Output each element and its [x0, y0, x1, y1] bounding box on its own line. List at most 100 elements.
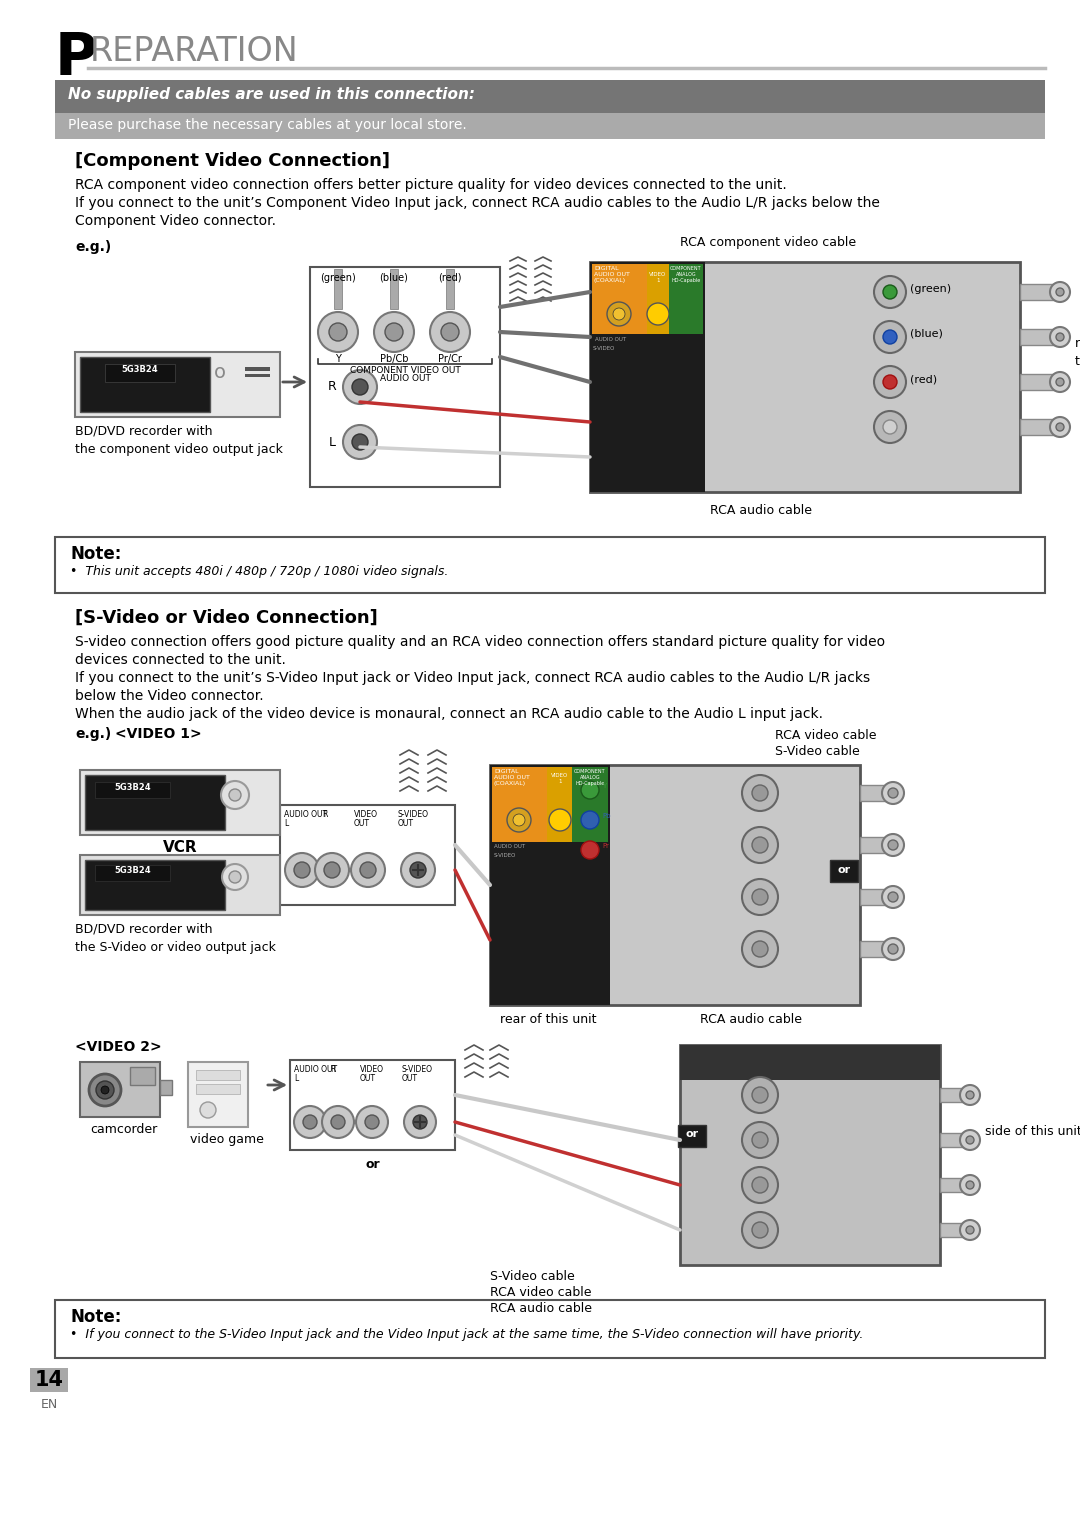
Text: VIDEO: VIDEO: [360, 1064, 384, 1073]
FancyBboxPatch shape: [95, 782, 170, 799]
Text: L: L: [284, 818, 288, 828]
FancyBboxPatch shape: [130, 1067, 156, 1086]
FancyBboxPatch shape: [80, 1061, 160, 1116]
Circle shape: [374, 312, 414, 353]
Text: COMPONENT
ANALOG
HD-Capable: COMPONENT ANALOG HD-Capable: [575, 770, 606, 786]
Circle shape: [343, 425, 377, 460]
Text: e.g.): e.g.): [75, 240, 111, 253]
Circle shape: [888, 944, 897, 954]
Text: If you connect to the unit’s Component Video Input jack, connect RCA audio cable: If you connect to the unit’s Component V…: [75, 195, 880, 211]
Circle shape: [351, 854, 384, 887]
FancyBboxPatch shape: [546, 767, 572, 841]
Circle shape: [752, 889, 768, 906]
Circle shape: [607, 302, 631, 325]
Text: REPARATION: REPARATION: [90, 35, 299, 69]
Circle shape: [1050, 327, 1070, 347]
Text: Please purchase the necessary cables at your local store.: Please purchase the necessary cables at …: [68, 118, 467, 131]
Circle shape: [1056, 379, 1064, 386]
Text: VIDEO
1: VIDEO 1: [552, 773, 569, 785]
Circle shape: [200, 1102, 216, 1118]
Circle shape: [1056, 423, 1064, 431]
Circle shape: [322, 1106, 354, 1138]
Circle shape: [742, 776, 778, 811]
Circle shape: [294, 1106, 326, 1138]
Text: (green): (green): [320, 273, 356, 282]
Text: DIGITAL
AUDIO OUT
(COAXIAL): DIGITAL AUDIO OUT (COAXIAL): [594, 266, 630, 284]
Text: rear of this unit: rear of this unit: [500, 1012, 596, 1026]
Circle shape: [960, 1220, 980, 1240]
Text: Note:: Note:: [70, 1309, 121, 1325]
FancyBboxPatch shape: [55, 1299, 1045, 1358]
Circle shape: [581, 811, 599, 829]
Circle shape: [752, 785, 768, 802]
FancyBboxPatch shape: [95, 864, 170, 881]
Text: VCR: VCR: [163, 840, 198, 855]
Text: L: L: [294, 1073, 298, 1083]
FancyBboxPatch shape: [860, 785, 888, 802]
Text: AUDIO OUT: AUDIO OUT: [494, 844, 525, 849]
Circle shape: [441, 324, 459, 341]
Circle shape: [888, 892, 897, 902]
Circle shape: [365, 1115, 379, 1128]
Circle shape: [318, 312, 357, 353]
FancyBboxPatch shape: [334, 269, 342, 308]
Text: •  If you connect to the S-Video Input jack and the Video Input jack at the same: • If you connect to the S-Video Input ja…: [70, 1328, 863, 1341]
Text: OUT: OUT: [402, 1073, 418, 1083]
Text: camcorder: camcorder: [90, 1122, 158, 1136]
FancyBboxPatch shape: [55, 79, 1045, 113]
Circle shape: [384, 324, 403, 341]
Text: VIDEO: VIDEO: [354, 809, 378, 818]
Circle shape: [960, 1130, 980, 1150]
Text: BD/DVD recorder with
the S-Video or video output jack: BD/DVD recorder with the S-Video or vide…: [75, 922, 275, 954]
FancyBboxPatch shape: [245, 374, 270, 377]
Text: S-VIDEO: S-VIDEO: [593, 347, 616, 351]
Text: EN: EN: [40, 1399, 57, 1411]
FancyBboxPatch shape: [80, 357, 210, 412]
FancyBboxPatch shape: [1020, 328, 1055, 345]
Text: RCA component video connection offers better picture quality for video devices c: RCA component video connection offers be…: [75, 179, 786, 192]
Circle shape: [581, 780, 599, 799]
Circle shape: [330, 1115, 345, 1128]
Circle shape: [294, 863, 310, 878]
Text: AUDIO OUT: AUDIO OUT: [294, 1064, 337, 1073]
FancyBboxPatch shape: [80, 855, 280, 915]
Circle shape: [329, 324, 347, 341]
FancyBboxPatch shape: [75, 353, 280, 417]
Circle shape: [742, 1167, 778, 1203]
FancyBboxPatch shape: [291, 1060, 455, 1150]
Text: Pr: Pr: [602, 843, 609, 849]
FancyBboxPatch shape: [490, 765, 860, 1005]
Circle shape: [882, 834, 904, 857]
FancyBboxPatch shape: [592, 264, 647, 334]
Text: or: or: [686, 1128, 699, 1139]
Text: Pr/Cr: Pr/Cr: [438, 354, 462, 363]
FancyBboxPatch shape: [390, 269, 399, 308]
Text: Y: Y: [335, 354, 341, 363]
Text: OUT: OUT: [354, 818, 370, 828]
Text: Component Video connector.: Component Video connector.: [75, 214, 276, 228]
Text: 5G3B24: 5G3B24: [114, 783, 151, 793]
Text: BD/DVD recorder with
the component video output jack: BD/DVD recorder with the component video…: [75, 425, 283, 457]
Circle shape: [303, 1115, 318, 1128]
Text: rear of
this unit: rear of this unit: [1075, 337, 1080, 368]
Circle shape: [102, 1086, 109, 1093]
Text: e.g.): e.g.): [75, 727, 111, 741]
Text: or: or: [365, 1157, 380, 1171]
Text: S-Video cable: S-Video cable: [490, 1270, 575, 1283]
FancyBboxPatch shape: [669, 264, 703, 334]
Text: devices connected to the unit.: devices connected to the unit.: [75, 654, 286, 667]
Circle shape: [752, 1222, 768, 1238]
Text: VIDEO
1: VIDEO 1: [649, 272, 666, 282]
Circle shape: [742, 1122, 778, 1157]
Circle shape: [742, 880, 778, 915]
Circle shape: [883, 286, 897, 299]
Circle shape: [882, 782, 904, 805]
Text: R: R: [322, 809, 327, 818]
Circle shape: [356, 1106, 388, 1138]
FancyBboxPatch shape: [30, 1368, 68, 1393]
Circle shape: [874, 321, 906, 353]
FancyBboxPatch shape: [105, 363, 175, 382]
Text: RCA component video cable: RCA component video cable: [680, 237, 856, 249]
Text: COMPONENT VIDEO OUT: COMPONENT VIDEO OUT: [350, 366, 460, 376]
FancyBboxPatch shape: [85, 776, 225, 831]
